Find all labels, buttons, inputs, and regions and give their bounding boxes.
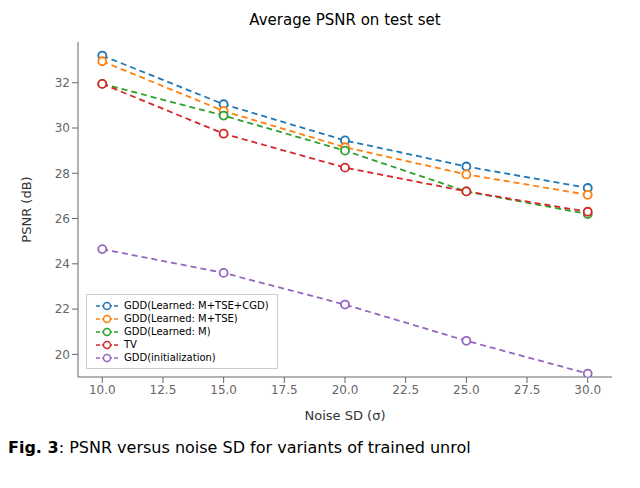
svg-text:30.0: 30.0	[574, 383, 601, 397]
html-text:GDD(initialization): GDD(initialization)	[124, 352, 216, 363]
svg-text:12.5: 12.5	[150, 383, 177, 397]
svg-text:32: 32	[55, 76, 70, 90]
html-text:Fig. 3: PSNR versus noise SD f: Fig. 3: PSNR versus noise SD for variant…	[8, 438, 471, 457]
svg-text:30: 30	[55, 121, 70, 135]
svg-text:15.0: 15.0	[210, 383, 237, 397]
html-text:TV: TV	[124, 339, 137, 350]
svg-text:28: 28	[55, 167, 70, 181]
html-text:GDD(Learned: M+TSE+CGD): GDD(Learned: M+TSE+CGD)	[124, 300, 269, 311]
html-text:GDD(Learned: M+TSE): GDD(Learned: M+TSE)	[124, 313, 238, 324]
svg-text:PSNR (dB): PSNR (dB)	[19, 176, 34, 242]
svg-text:22.5: 22.5	[392, 383, 419, 397]
svg-text:26: 26	[55, 212, 70, 226]
svg-text:24: 24	[55, 257, 70, 271]
svg-text:27.5: 27.5	[514, 383, 541, 397]
svg-text:20.0: 20.0	[332, 383, 359, 397]
svg-text:17.5: 17.5	[271, 383, 298, 397]
svg-text:25.0: 25.0	[453, 383, 480, 397]
svg-text:22: 22	[55, 302, 70, 316]
svg-text:Noise SD (σ): Noise SD (σ)	[305, 408, 386, 423]
html-text:GDD(Learned: M): GDD(Learned: M)	[124, 326, 211, 337]
svg-text:20: 20	[55, 348, 70, 362]
svg-text:10.0: 10.0	[89, 383, 116, 397]
html-text:Average PSNR on test set: Average PSNR on test set	[249, 11, 441, 29]
